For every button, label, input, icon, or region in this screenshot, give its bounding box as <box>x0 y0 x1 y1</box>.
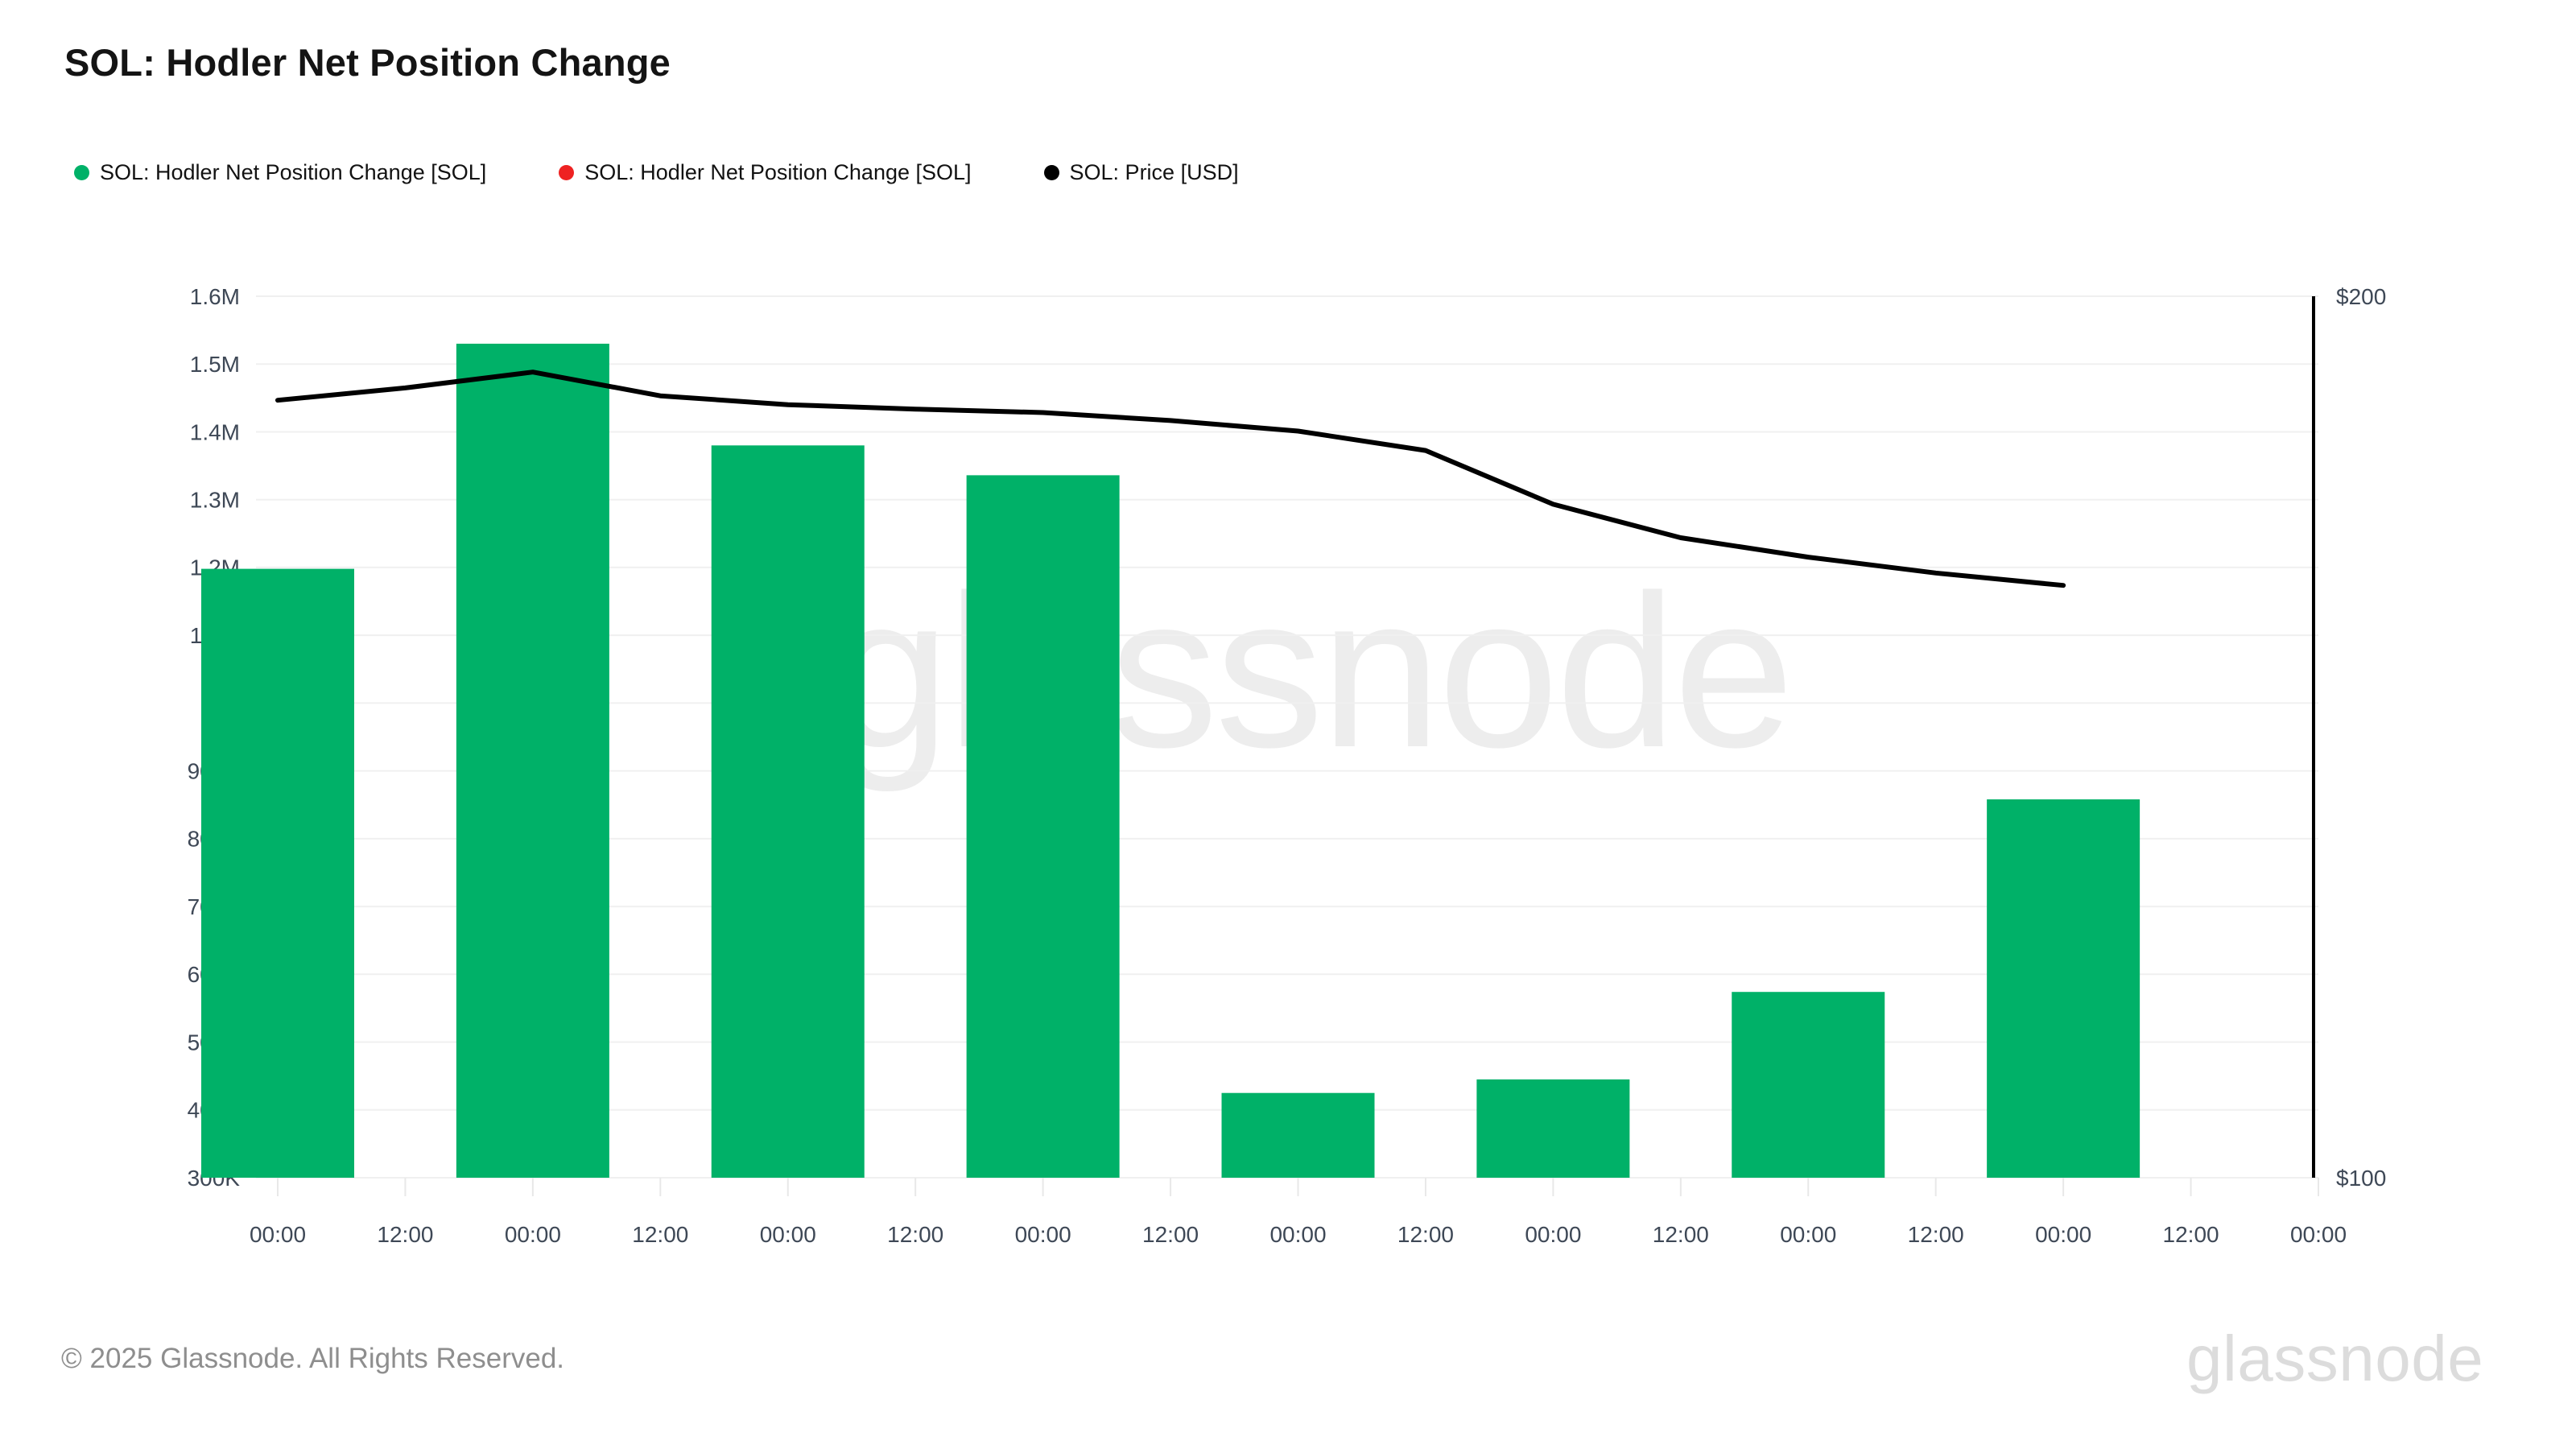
x-axis-tick-label: 00:00 <box>2290 1222 2347 1247</box>
x-axis-tick-label: 00:00 <box>1780 1222 1836 1247</box>
glassnode-logo: glassnode <box>2186 1323 2484 1394</box>
y-axis-tick-label: 1.3M <box>190 487 240 512</box>
x-axis-tick-label: 12:00 <box>1142 1222 1199 1247</box>
bar-hodler-net-position-change[interactable] <box>711 445 865 1178</box>
legend-dot-green-icon <box>74 165 89 180</box>
x-axis-tick-label: 00:00 <box>505 1222 561 1247</box>
price-line[interactable] <box>275 369 2066 588</box>
y-axis-tick-label: 1.4M <box>190 419 240 444</box>
bar-hodler-net-position-change[interactable] <box>1476 1079 1630 1178</box>
x-axis-tick-label: 12:00 <box>1653 1222 1709 1247</box>
legend-label: SOL: Hodler Net Position Change [SOL] <box>100 160 487 184</box>
copyright-text: © 2025 Glassnode. All Rights Reserved. <box>61 1343 565 1374</box>
legend-label: SOL: Price [USD] <box>1069 160 1239 184</box>
x-axis-tick-label: 12:00 <box>887 1222 943 1247</box>
bar-hodler-net-position-change[interactable] <box>1732 992 1885 1178</box>
x-axis-tick-label: 00:00 <box>1525 1222 1581 1247</box>
x-axis-tick-label: 00:00 <box>1015 1222 1071 1247</box>
x-axis-tick-label: 00:00 <box>760 1222 816 1247</box>
legend-item-hodler-net-position-change-red[interactable]: SOL: Hodler Net Position Change [SOL] <box>559 160 972 185</box>
legend-dot-black-icon <box>1043 165 1059 180</box>
x-axis-tick-label: 12:00 <box>377 1222 433 1247</box>
legend: SOL: Hodler Net Position Change [SOL] SO… <box>74 160 1239 185</box>
legend-item-sol-price[interactable]: SOL: Price [USD] <box>1043 160 1239 185</box>
x-axis-tick-label: 00:00 <box>2035 1222 2091 1247</box>
x-axis-tick-label: 12:00 <box>632 1222 688 1247</box>
page-title: SOL: Hodler Net Position Change <box>64 41 671 84</box>
bar-hodler-net-position-change[interactable] <box>201 568 354 1178</box>
bar-hodler-net-position-change[interactable] <box>966 475 1120 1178</box>
x-axis-tick-label: 00:00 <box>250 1222 306 1247</box>
legend-dot-red-icon <box>559 165 575 180</box>
price-axis-bottom-label: $100 <box>2336 1166 2386 1191</box>
x-axis-tick-label: 12:00 <box>1908 1222 1964 1247</box>
x-axis-tick-label: 12:00 <box>2163 1222 2219 1247</box>
bar-hodler-net-position-change[interactable] <box>456 343 609 1178</box>
legend-item-hodler-net-position-change-green[interactable]: SOL: Hodler Net Position Change [SOL] <box>74 160 486 185</box>
y-axis-tick-label: 1.5M <box>190 352 240 377</box>
y-axis-tick-label: 1.6M <box>190 284 240 309</box>
price-axis-top-label: $200 <box>2336 284 2386 309</box>
x-axis-tick-label: 00:00 <box>1269 1222 1326 1247</box>
legend-label: SOL: Hodler Net Position Change [SOL] <box>584 160 972 184</box>
bar-hodler-net-position-change[interactable] <box>1221 1092 1375 1178</box>
x-axis-tick-label: 12:00 <box>1397 1222 1454 1247</box>
bar-hodler-net-position-change[interactable] <box>1987 799 2140 1178</box>
